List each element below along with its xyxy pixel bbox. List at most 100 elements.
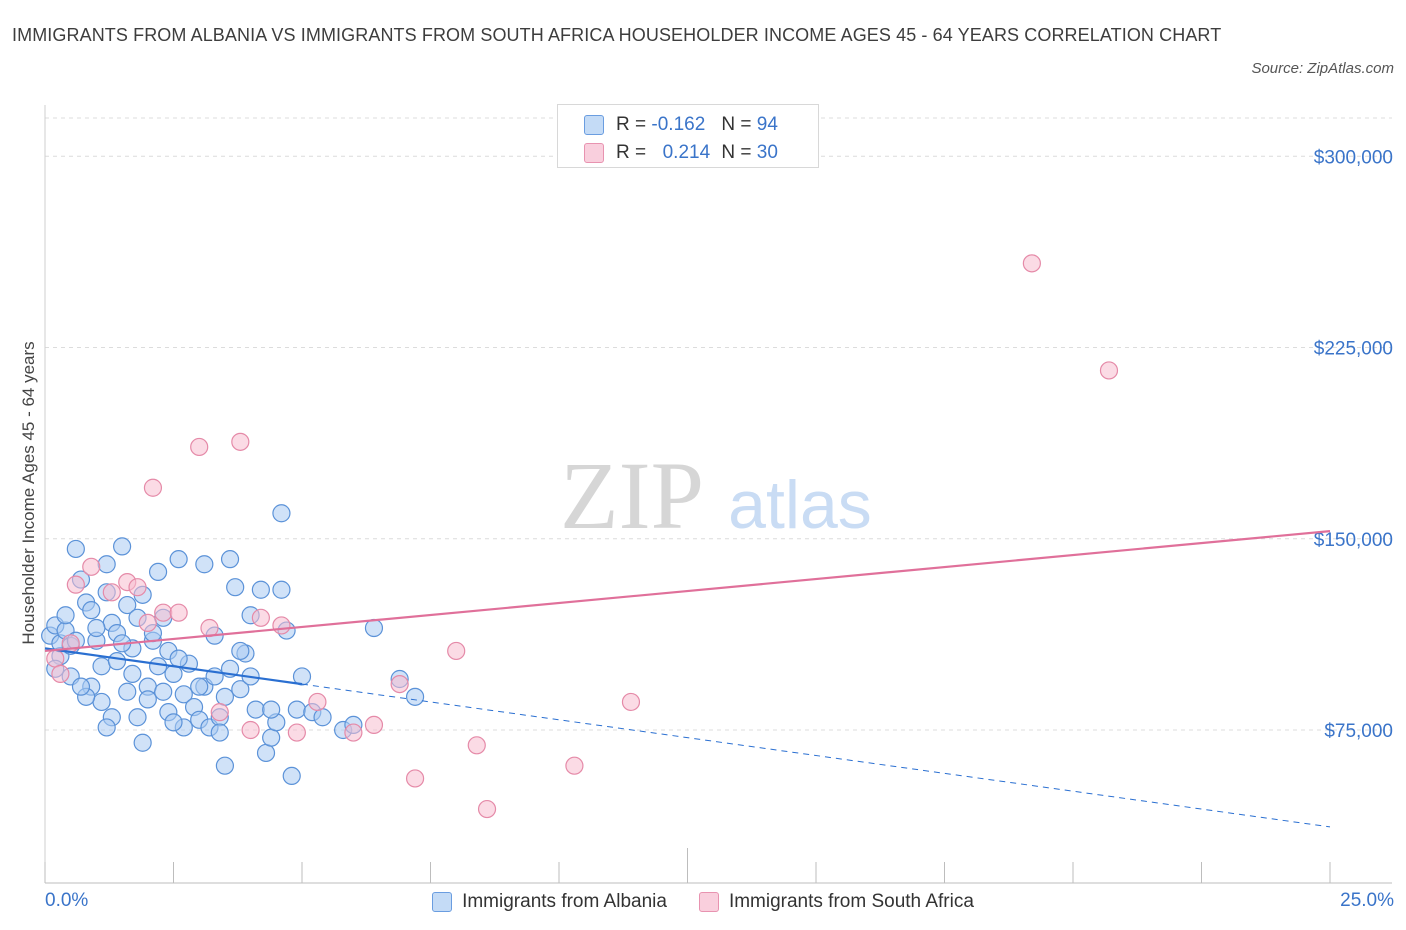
legend-item-albania: Immigrants from Albania: [432, 891, 667, 913]
legend-label-southafrica: Immigrants from South Africa: [728, 891, 974, 912]
point-southafrica: [565, 756, 584, 775]
legend-swatch-albania: [584, 115, 604, 135]
point-albania: [364, 618, 384, 638]
point-southafrica: [477, 799, 497, 819]
point-southafrica: [251, 608, 270, 627]
series-albania-points: [41, 504, 425, 786]
legend-n-label: N =: [721, 114, 752, 135]
point-albania: [97, 555, 116, 574]
point-albania: [272, 504, 291, 523]
point-albania: [251, 580, 270, 599]
point-albania: [262, 728, 281, 747]
watermark-zip: ZIP: [560, 442, 704, 549]
point-southafrica: [128, 578, 147, 597]
x-tick-label-min: 0.0%: [45, 890, 89, 911]
legend-n-label: N =: [721, 142, 752, 163]
y-tick-label: $300,000: [1314, 147, 1393, 168]
point-albania: [256, 743, 276, 763]
chart-title: IMMIGRANTS FROM ALBANIA VS IMMIGRANTS FR…: [12, 25, 1222, 45]
point-albania: [118, 682, 137, 701]
legend-r-value: 0.214: [662, 142, 711, 163]
legend-swatch-southafrica: [698, 892, 719, 912]
trend-albania-dashed: [301, 683, 1331, 828]
legend-n-value: 94: [756, 114, 778, 135]
point-albania: [313, 708, 332, 727]
point-southafrica: [46, 649, 65, 668]
point-albania: [195, 555, 214, 574]
point-albania: [169, 550, 188, 569]
point-southafrica: [190, 437, 209, 457]
point-southafrica: [364, 715, 384, 735]
point-albania: [169, 649, 188, 668]
watermark: ZIP atlas: [560, 442, 872, 549]
y-tick-labels: $75,000 $150,000 $225,000 $300,000: [1314, 147, 1393, 742]
y-tick-label: $150,000: [1314, 530, 1393, 551]
point-albania: [107, 652, 127, 671]
point-albania: [148, 657, 168, 676]
point-southafrica: [390, 674, 409, 694]
point-southafrica: [405, 769, 425, 788]
series-southafrica-points: [46, 254, 1119, 819]
y-tick-label: $75,000: [1324, 721, 1393, 742]
trend-southafrica: [44, 530, 1331, 653]
point-albania: [138, 690, 157, 709]
series-legend: Immigrants from Albania Immigrants from …: [0, 888, 1406, 916]
point-southafrica: [82, 557, 101, 576]
point-albania: [92, 692, 111, 712]
point-albania: [118, 595, 137, 615]
gridlines: [45, 117, 1392, 731]
point-southafrica: [308, 692, 327, 712]
legend-r-value: -0.162: [651, 114, 706, 135]
point-albania: [220, 550, 240, 569]
point-southafrica: [210, 703, 229, 722]
point-albania: [231, 641, 250, 661]
point-albania: [282, 766, 301, 786]
point-southafrica: [51, 664, 70, 684]
legend-n-value: 30: [756, 142, 778, 163]
point-albania: [87, 618, 106, 638]
point-southafrica: [241, 720, 260, 740]
point-southafrica: [447, 641, 466, 661]
point-albania: [226, 578, 245, 597]
trend-albania-solid: [44, 647, 303, 686]
point-southafrica: [344, 723, 363, 742]
point-albania: [97, 718, 116, 737]
point-albania: [174, 685, 193, 704]
point-albania: [272, 580, 291, 599]
point-albania: [123, 664, 142, 684]
point-southafrica: [154, 603, 173, 622]
point-southafrica: [1099, 361, 1119, 380]
point-albania: [66, 539, 85, 559]
point-southafrica: [66, 575, 85, 594]
point-albania: [262, 700, 281, 719]
point-southafrica: [621, 692, 641, 712]
point-albania: [405, 687, 425, 706]
point-southafrica: [169, 603, 188, 622]
point-southafrica: [287, 723, 306, 742]
point-albania: [92, 657, 111, 676]
point-albania: [154, 682, 173, 701]
legend-r-label: R =: [616, 114, 647, 135]
point-albania: [287, 700, 306, 719]
legend-row-albania: R = -0.162 N = 94: [584, 113, 778, 137]
legend-row-southafrica: R = 0.214 N = 30: [584, 141, 778, 165]
point-albania: [215, 756, 234, 775]
point-albania: [292, 667, 312, 686]
axes: [44, 105, 1392, 884]
stats-legend: R = -0.162 N = 94 R = 0.214 N = 30: [557, 104, 819, 168]
point-albania: [133, 733, 152, 752]
legend-r-label: R =: [616, 142, 647, 163]
source-note: Source: ZipAtlas.com: [1251, 60, 1394, 77]
point-albania: [210, 723, 229, 742]
point-southafrica: [138, 613, 157, 633]
point-albania: [215, 687, 234, 706]
x-tick-label-max: 25.0%: [1340, 890, 1394, 911]
point-albania: [164, 713, 183, 732]
legend-label-albania: Immigrants from Albania: [462, 891, 667, 912]
point-albania: [71, 677, 91, 696]
watermark-atlas: atlas: [728, 467, 872, 543]
point-albania: [82, 601, 101, 620]
trend-lines: [44, 530, 1331, 828]
point-albania: [231, 680, 250, 699]
point-albania: [112, 537, 132, 556]
